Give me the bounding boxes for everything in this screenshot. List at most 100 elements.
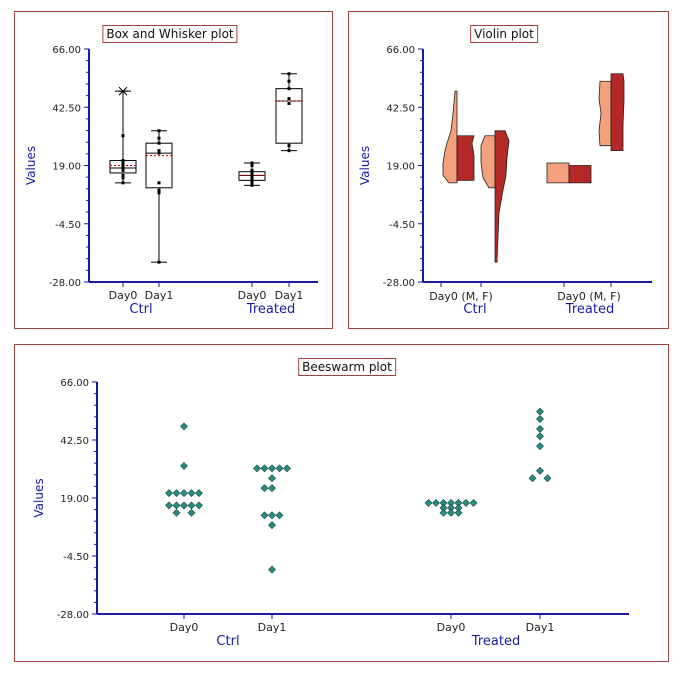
box-plot-title: Box and Whisker plot	[102, 25, 238, 43]
beeswarm-point	[268, 474, 276, 483]
box-data-point	[121, 168, 125, 172]
violin-plot-title: Violin plot	[470, 25, 538, 43]
beeswarm-point	[180, 501, 188, 510]
y-tick-label: -4.50	[55, 220, 81, 231]
box-data-point	[250, 173, 254, 177]
violin-half-f	[494, 130, 510, 263]
y-tick-label: 19.00	[386, 162, 415, 173]
box-data-point	[250, 181, 254, 185]
beeswarm-point	[536, 432, 544, 441]
x-tick-label: Day0	[170, 621, 199, 634]
y-tick-label: 66.00	[386, 45, 415, 56]
x-tick-label: Day1	[145, 289, 174, 302]
beeswarm-point	[447, 508, 455, 517]
box-data-point	[287, 97, 291, 101]
y-tick-label: 66.00	[60, 378, 89, 389]
beeswarm-point	[260, 464, 269, 473]
beeswarm-point	[469, 499, 478, 507]
beeswarm-point	[536, 415, 544, 423]
x-tick-label: Day0	[238, 289, 267, 302]
violin-half-f	[610, 73, 625, 152]
box-data-point	[157, 151, 161, 155]
violin-plot-panel: -28.00 -4.50 19.00 42.50 66.00 Values Day0 (M,…	[348, 11, 669, 329]
beeswarm-point	[172, 489, 181, 497]
box-data-point	[157, 136, 161, 140]
violin-half-f	[456, 135, 475, 181]
violin-half-m	[546, 162, 570, 184]
box-data-point	[157, 129, 161, 133]
y-tick-label: -28.00	[383, 278, 415, 289]
x-tick-label: Day0	[109, 289, 138, 302]
y-tick-label: 66.00	[52, 45, 81, 56]
beeswarm-point	[165, 489, 173, 497]
y-axis-label: Values	[32, 478, 46, 517]
y-tick-label: 19.00	[52, 162, 81, 173]
x-tick-label: Day0 (M, F)	[557, 290, 621, 303]
y-tick-label: 42.50	[60, 436, 89, 447]
y-axis-label: Values	[24, 146, 38, 185]
violin-plot-svg: -28.00 -4.50 19.00 42.50 66.00 Values Day0 (M,…	[358, 45, 652, 317]
box-plot-panel: -28.00 -4.50 19.00 42.50 66.00 Values Day0 Day1…	[14, 11, 333, 329]
group-label: Ctrl	[129, 302, 152, 317]
group-label: Ctrl	[216, 634, 239, 649]
violin-half-m	[480, 135, 496, 189]
beeswarm-point	[187, 508, 196, 517]
box-data-point	[250, 171, 254, 175]
box-data-point	[121, 173, 125, 177]
box-data-point	[121, 166, 125, 170]
beeswarm-point	[424, 499, 433, 507]
beeswarm-point	[195, 489, 203, 497]
beeswarm-point	[543, 474, 552, 483]
beeswarm-point	[283, 464, 291, 473]
box-data-point	[250, 183, 254, 187]
beeswarm-point	[268, 484, 276, 493]
box-data-point	[287, 144, 291, 148]
box-data-point	[157, 191, 161, 195]
box-data-point	[157, 149, 161, 153]
violin-half-f	[568, 165, 592, 184]
beeswarm-point	[454, 508, 463, 517]
box-data-point	[157, 188, 161, 192]
beeswarm-point	[275, 464, 284, 473]
x-tick-label: Day1	[526, 621, 555, 634]
box-data-point	[287, 149, 291, 153]
beeswarm-point	[180, 461, 188, 470]
beeswarm-point	[268, 511, 276, 520]
y-tick-label: 42.50	[386, 103, 415, 114]
box-data-point	[121, 164, 125, 167]
y-tick-label: -4.50	[63, 552, 89, 563]
box-data-point	[157, 181, 161, 185]
box-data-point	[121, 134, 125, 138]
y-tick-label: -4.50	[389, 220, 415, 231]
beeswarm-point	[180, 422, 188, 431]
beeswarm-point	[432, 499, 440, 507]
box-data-point	[121, 181, 125, 185]
beeswarm-point	[439, 508, 448, 517]
box-data-point	[287, 79, 291, 83]
beeswarm-point	[165, 501, 173, 510]
beeswarm-plot-panel: -28.00 -4.50 19.00 42.50 66.00 Values Day0 Day1…	[14, 344, 669, 662]
y-tick-label: 19.00	[60, 494, 89, 505]
beeswarm-point	[187, 501, 196, 510]
group-label: Treated	[246, 302, 295, 317]
box-data-point	[250, 161, 254, 165]
violin-half-m	[442, 90, 458, 184]
beeswarm-point	[275, 511, 284, 520]
beeswarm-point	[187, 489, 196, 497]
beeswarm-point	[536, 424, 544, 433]
beeswarm-plot-title: Beeswarm plot	[298, 358, 396, 376]
box-data-point	[287, 102, 291, 106]
box-data-point	[121, 161, 125, 165]
box-data-point	[121, 159, 125, 163]
beeswarm-point	[195, 501, 203, 510]
beeswarm-point	[253, 464, 261, 473]
box-data-point	[250, 164, 254, 167]
box-plot-svg: -28.00 -4.50 19.00 42.50 66.00 Values Day0 Day1…	[24, 45, 318, 317]
beeswarm-point	[268, 464, 276, 473]
box-data-point	[157, 141, 161, 145]
box-data-point	[157, 260, 161, 264]
beeswarm-point	[536, 466, 544, 475]
y-tick-label: -28.00	[49, 278, 81, 289]
beeswarm-point	[536, 407, 544, 416]
beeswarm-point	[528, 474, 537, 483]
